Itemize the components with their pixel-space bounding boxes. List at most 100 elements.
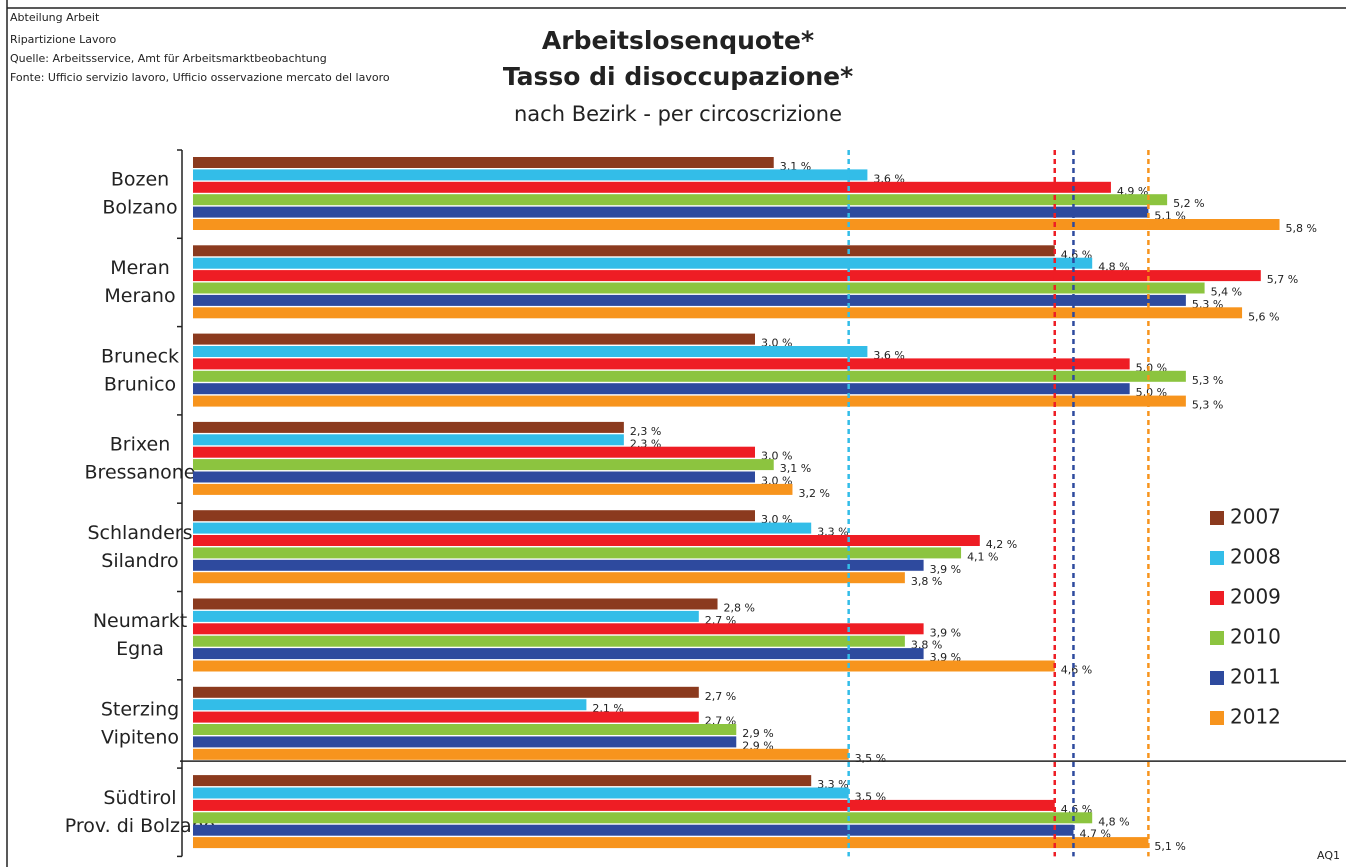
category-label: Brunico (104, 373, 176, 395)
bar (193, 370, 1186, 382)
value-label: 5,1 % (1154, 840, 1185, 853)
legend-label: 2012 (1230, 705, 1281, 729)
legend-swatch (1210, 631, 1224, 645)
bar (193, 711, 699, 723)
bar (193, 799, 1055, 811)
bar (193, 572, 905, 584)
category-label: Egna (116, 638, 164, 660)
value-label: 5,4 % (1211, 286, 1242, 299)
bar (193, 648, 924, 660)
bar (193, 395, 1186, 407)
value-label: 2,3 % (630, 425, 661, 438)
value-label: 4,6 % (1061, 664, 1092, 677)
source: Ripartizione Lavoro (10, 33, 116, 46)
legend-swatch (1210, 711, 1224, 725)
legend-label: 2008 (1230, 545, 1281, 569)
legend-swatch (1210, 551, 1224, 565)
bar (193, 257, 1093, 269)
legend-swatch (1210, 671, 1224, 685)
value-label: 3,1 % (780, 462, 811, 475)
value-label: 3,8 % (911, 575, 942, 588)
category-label: Sterzing (101, 699, 179, 721)
bar (193, 346, 868, 357)
bar (193, 194, 1168, 206)
bar (193, 824, 1074, 836)
bar (193, 206, 1149, 218)
bar (193, 736, 737, 748)
bar (193, 383, 1130, 395)
bar (193, 535, 980, 546)
bar (193, 522, 812, 534)
footer: AQ1 (1317, 849, 1340, 862)
bar (193, 837, 1149, 849)
value-label: 5,3 % (1192, 374, 1223, 387)
bar (193, 787, 849, 799)
bar (193, 307, 1243, 319)
bar (193, 660, 1055, 672)
bar (193, 169, 868, 181)
category-label: Brixen (110, 434, 171, 456)
value-label: 2,8 % (724, 602, 755, 615)
value-label: 4,1 % (967, 550, 998, 563)
value-label: 4,2 % (986, 538, 1017, 551)
category-label: Schlanders (88, 522, 193, 544)
value-label: 3,9 % (930, 563, 961, 576)
value-label: 2,7 % (705, 690, 736, 703)
category-label: Bolzano (102, 197, 177, 219)
category-label: Silandro (101, 550, 178, 572)
value-label: 3,5 % (855, 752, 886, 765)
category-label: Vipiteno (101, 727, 179, 749)
bar (193, 547, 962, 559)
bar (193, 333, 755, 345)
bar (193, 635, 905, 647)
bar (193, 623, 924, 635)
category-label: Südtirol (103, 787, 176, 809)
legend-label: 2010 (1230, 625, 1281, 649)
bar (193, 157, 774, 168)
value-label: 5,8 % (1286, 222, 1317, 235)
value-label: 5,2 % (1173, 197, 1204, 210)
bar (193, 483, 793, 495)
chart-subtitle: nach Bezirk - per circoscrizione (514, 102, 842, 126)
bar (193, 434, 624, 446)
category-label: Bressanone (85, 462, 196, 484)
source: Abteilung Arbeit (10, 11, 100, 24)
value-label: 5,7 % (1267, 273, 1298, 286)
bar (193, 559, 924, 571)
legend-swatch (1210, 591, 1224, 605)
source: Quelle: Arbeitsservice, Amt für Arbeitsm… (10, 52, 327, 65)
category-label: Bruneck (101, 345, 179, 367)
bar (193, 245, 1055, 257)
source: Fonte: Ufficio servizio lavoro, Ufficio … (10, 71, 390, 84)
category-label: Bozen (111, 169, 169, 191)
bar (193, 724, 737, 735)
chart-title: Tasso di disoccupazione* (503, 62, 853, 91)
legend-swatch (1210, 511, 1224, 525)
bar (193, 748, 849, 760)
category-label: Prov. di Bolzano (65, 815, 216, 837)
category-label: Neumarkt (93, 610, 187, 632)
value-label: 3,9 % (930, 626, 961, 639)
value-label: 3,2 % (798, 487, 829, 500)
bar (193, 219, 1280, 230)
value-label: 5,3 % (1192, 399, 1223, 412)
bar (193, 459, 774, 471)
category-label: Merano (104, 285, 175, 307)
bar (193, 446, 755, 458)
legend-label: 2009 (1230, 585, 1281, 609)
chart-title: Arbeitslosenquote* (542, 26, 814, 55)
legend-label: 2011 (1230, 665, 1281, 689)
bar (193, 181, 1111, 193)
bar (193, 699, 587, 711)
bar (193, 775, 812, 787)
bar (193, 686, 699, 698)
category-label: Meran (110, 257, 170, 279)
bar (193, 812, 1093, 824)
bar (193, 294, 1186, 306)
bar (193, 598, 718, 610)
bar (193, 282, 1205, 294)
value-label: 2,9 % (742, 727, 773, 740)
bar (193, 358, 1130, 370)
bar (193, 510, 755, 522)
